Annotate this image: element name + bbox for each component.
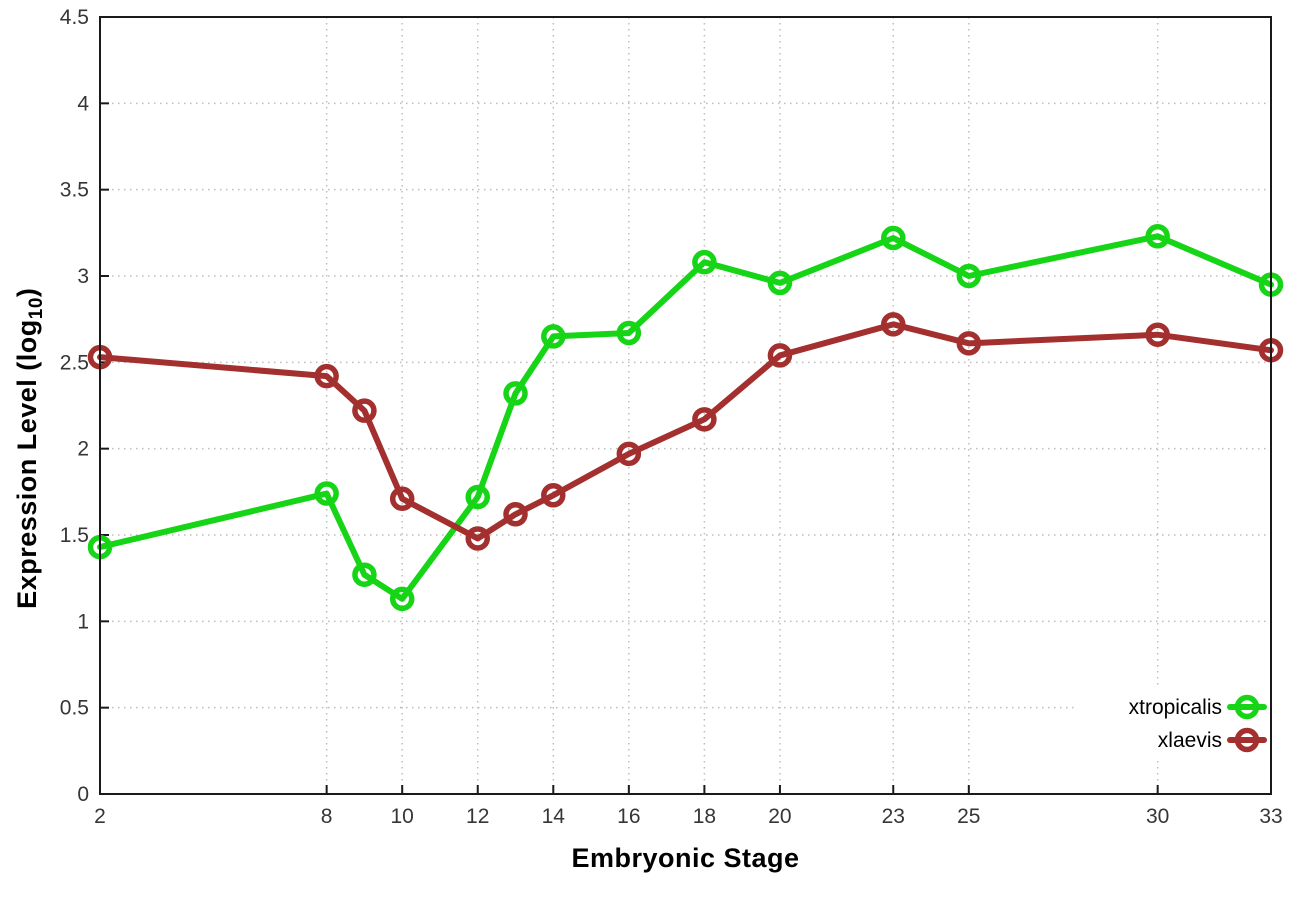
- y-tick-label: 2: [77, 438, 89, 461]
- series-line-xlaevis: [97, 321, 1274, 542]
- data-point-xlaevis: [956, 331, 982, 356]
- data-point-xtropicalis: [1145, 224, 1170, 249]
- data-point-xlaevis: [352, 398, 377, 423]
- y-tick-label: 4.5: [60, 6, 89, 29]
- y-tick-label: 3: [77, 265, 89, 288]
- data-point-xtropicalis: [767, 270, 793, 296]
- data-point-xtropicalis: [692, 249, 717, 275]
- legend-label-xtropicalis: xtropicalis: [1129, 696, 1222, 719]
- legend-sample-marker-xlaevis: [1234, 727, 1260, 753]
- data-point-xtropicalis: [616, 320, 642, 346]
- data-point-xlaevis: [503, 502, 528, 527]
- data-point-xlaevis: [465, 526, 490, 551]
- data-point-xlaevis: [692, 407, 717, 432]
- x-tick-label: 12: [466, 805, 489, 828]
- data-point-xtropicalis: [389, 586, 415, 612]
- x-tick-label: 20: [768, 805, 791, 828]
- x-tick-label: 25: [957, 805, 980, 828]
- data-point-xlaevis: [767, 343, 793, 368]
- y-tick-label: 0.5: [60, 697, 89, 720]
- legend-label-xlaevis: xlaevis: [1158, 729, 1222, 752]
- x-tick-label: 33: [1259, 805, 1282, 828]
- y-tick-label: 3.5: [60, 179, 89, 202]
- y-axis-title-subscript: 10: [26, 297, 48, 320]
- x-tick-label: 10: [391, 805, 414, 828]
- x-tick-label: 23: [882, 805, 905, 828]
- x-tick-label: 8: [321, 805, 333, 828]
- data-point-xlaevis: [881, 312, 906, 337]
- data-point-xtropicalis: [314, 481, 339, 506]
- plot-border: [99, 16, 1272, 795]
- series-line-xtropicalis: [97, 233, 1274, 602]
- x-tick-label: 30: [1146, 805, 1169, 828]
- y-tick-label: 1.5: [60, 524, 89, 547]
- data-point-xtropicalis: [541, 324, 566, 349]
- data-point-xtropicalis: [503, 381, 528, 406]
- x-axis-title: Embryonic Stage: [571, 843, 800, 873]
- data-point-xlaevis: [389, 486, 415, 511]
- data-point-xtropicalis: [956, 263, 982, 289]
- y-tick-label: 4: [77, 92, 89, 115]
- y-axis-title-end: ): [11, 287, 42, 298]
- y-tick-label: 1: [77, 610, 89, 633]
- x-tick-label: 14: [542, 805, 566, 828]
- data-point-xtropicalis: [352, 562, 377, 587]
- data-point-xlaevis: [314, 363, 339, 389]
- y-tick-label: 2.5: [60, 351, 89, 374]
- data-point-xtropicalis: [465, 484, 490, 510]
- x-tick-label: 2: [94, 805, 106, 828]
- y-axis-title-main: Expression Level (log: [11, 319, 42, 609]
- data-point-xlaevis: [616, 441, 642, 467]
- y-axis-title: Expression Level (log10): [12, 233, 48, 663]
- data-point-xlaevis: [1145, 322, 1170, 347]
- legend-sample-marker-xtropicalis: [1234, 694, 1260, 720]
- data-point-xlaevis: [541, 483, 566, 508]
- y-tick-label: 0: [77, 783, 89, 806]
- x-tick-label: 16: [617, 805, 640, 828]
- data-point-xtropicalis: [881, 225, 906, 251]
- x-tick-label: 18: [693, 805, 716, 828]
